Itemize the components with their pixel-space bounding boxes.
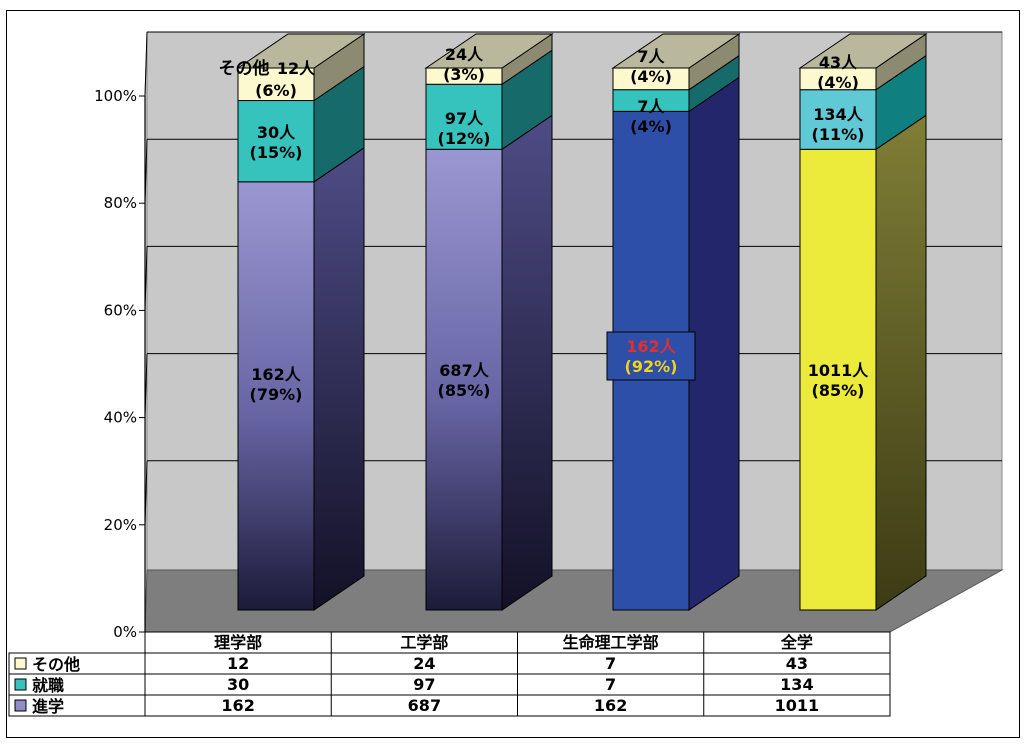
label-s1-0-pct: (15%): [250, 143, 303, 162]
bar-top-2: [611, 33, 741, 69]
label-s2-3-count: 43人: [819, 53, 858, 72]
label-s2-2-count: 7人: [637, 47, 665, 66]
data-table-legend-col: [8, 652, 146, 717]
table-row-label: その他: [32, 655, 80, 674]
table-cell: 43: [786, 654, 808, 673]
table-header-cell: 生命理工学部: [563, 633, 659, 652]
legend-key: [14, 678, 27, 691]
label-s1-3-count: 134人: [813, 105, 863, 124]
y-tick-label: 40%: [104, 409, 137, 427]
label-s0-2-pct: (92%): [625, 357, 678, 376]
label-s1-1-pct: (12%): [438, 129, 491, 148]
bar-0-就職: [237, 100, 315, 183]
label-s0-3-count: 1011人: [808, 361, 870, 380]
legend-key: [14, 657, 27, 670]
label-s2-3-pct: (4%): [817, 73, 859, 92]
label-s2-2-pct: (4%): [630, 67, 672, 86]
label-s0-0-count: 162人: [251, 365, 301, 384]
label-s2-0-count: 12人: [277, 59, 316, 78]
label-s1-3-pct: (11%): [812, 125, 865, 144]
annotation-other: その他: [219, 58, 270, 79]
table-cell: 687: [408, 696, 441, 715]
table-cell: 162: [221, 696, 254, 715]
table-cell: 12: [227, 654, 249, 673]
gridline-side: [144, 31, 148, 97]
label-s2-1-pct: (3%): [443, 65, 485, 84]
label-s1-1-count: 97人: [445, 109, 484, 128]
label-s2-1-count: 24人: [445, 45, 484, 64]
label-s2-0-pct: (6%): [255, 81, 297, 100]
chart-frame: [6, 10, 1020, 738]
label-s1-2-count: 7人: [637, 97, 665, 116]
label-s0-3-pct: (85%): [812, 381, 865, 400]
bar-3-就職: [799, 89, 877, 150]
table-cell: 7: [605, 654, 616, 673]
table-header-cell: 全学: [780, 633, 813, 652]
table-cell: 7: [605, 675, 616, 694]
bar-1-就職: [425, 83, 503, 150]
label-s1-2-pct: (4%): [630, 117, 672, 136]
label-s1-0-count: 30人: [257, 123, 296, 142]
y-tick-label: 100%: [94, 87, 137, 105]
y-tick-label: 20%: [104, 516, 137, 534]
table-header-cell: 工学部: [400, 633, 448, 652]
bar-top-0: [236, 33, 366, 69]
bar-side-3-進学: [875, 114, 927, 611]
legend-key: [14, 699, 27, 712]
table-row-label: 就職: [32, 676, 64, 695]
table-cell: 134: [780, 675, 813, 694]
label-s0-0-pct: (79%): [250, 385, 303, 404]
bar-1-進学: [425, 148, 503, 611]
table-cell: 97: [413, 675, 435, 694]
table-cell: 30: [227, 675, 249, 694]
bar-side-2-進学: [688, 76, 740, 611]
bar-0-進学: [237, 181, 315, 611]
bar-side-1-進学: [501, 114, 553, 611]
y-tick-label: 60%: [104, 301, 137, 319]
label-s0-1-count: 687人: [439, 361, 489, 380]
y-tick-label: 0%: [113, 623, 137, 641]
label-box-highlight: [606, 331, 696, 381]
y-tick-label: 80%: [104, 194, 137, 212]
bar-side-0-進学: [313, 146, 365, 611]
table-header-cell: 理学部: [214, 633, 262, 652]
label-s0-2-count: 162人: [626, 337, 676, 356]
bar-0-その他: [237, 67, 315, 102]
table-cell: 162: [594, 696, 627, 715]
table-cell: 1011: [775, 696, 820, 715]
bar-top-3: [798, 33, 928, 69]
bar-top-1: [424, 33, 554, 69]
table-cell: 24: [413, 654, 435, 673]
table-row-label: 進学: [32, 697, 64, 716]
label-s0-1-pct: (85%): [438, 381, 491, 400]
